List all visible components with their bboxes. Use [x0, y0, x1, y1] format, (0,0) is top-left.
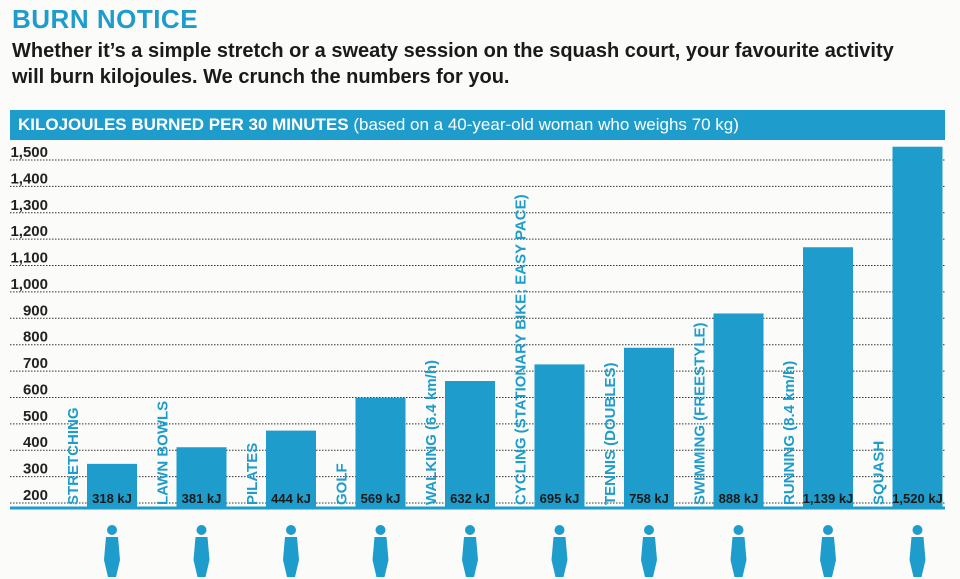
- activity-icon: [644, 525, 654, 535]
- bar: [176, 447, 227, 508]
- activity-icon: [554, 525, 565, 535]
- page-subtitle: Whether it’s a simple stretch or a sweat…: [12, 40, 894, 88]
- activity-icon: [372, 537, 389, 577]
- bar-value-label: 444 kJ: [271, 491, 311, 506]
- bar: [266, 430, 316, 508]
- y-tick-label: 1,300: [10, 197, 48, 214]
- bar: [624, 347, 674, 508]
- bar-value-label: 1,520 kJ: [892, 491, 943, 506]
- chart-title: KILOJOULES BURNED PER 30 MINUTES: [18, 115, 349, 134]
- bar: [445, 381, 495, 508]
- y-tick-label: 700: [23, 355, 48, 372]
- category-label: RUNNING (8.4 km/h): [781, 361, 798, 505]
- category-label: SQUASH: [871, 441, 888, 505]
- page-title: BURN NOTICE: [12, 4, 199, 34]
- category-label: WALKING (6.4 km/h): [423, 360, 440, 505]
- y-tick-label: 200: [23, 487, 48, 504]
- activity-icon: [465, 525, 475, 535]
- activity-icon: [912, 525, 923, 535]
- bar: [713, 313, 764, 508]
- bar-value-label: 758 kJ: [629, 491, 669, 506]
- activity-icon: [730, 537, 747, 577]
- category-label: PILATES: [244, 443, 261, 505]
- activity-icon: [462, 537, 478, 577]
- y-tick-label: 1,000: [10, 276, 48, 293]
- activity-icon: [196, 525, 207, 535]
- category-label: TENNIS (DOUBLES): [602, 362, 619, 505]
- bar-value-label: 381 kJ: [182, 491, 222, 506]
- bar-value-label: 888 kJ: [719, 491, 759, 506]
- y-tick-label: 1,200: [10, 223, 48, 240]
- bar: [355, 397, 406, 508]
- chart-subtitle: (based on a 40-year-old woman who weighs…: [353, 115, 739, 134]
- y-tick-label: 1,500: [10, 144, 48, 161]
- y-tick-label: 900: [23, 302, 48, 319]
- category-label: STRETCHING: [65, 408, 82, 506]
- category-label: GOLF: [334, 463, 351, 505]
- activity-icon: [193, 537, 210, 577]
- category-label: SWIMMING (FREESTYLE): [692, 323, 709, 506]
- bar-value-label: 632 kJ: [450, 491, 490, 506]
- bar: [87, 463, 137, 508]
- category-label: LAWN BOWLS: [155, 401, 172, 505]
- bar-value-label: 695 kJ: [540, 491, 580, 506]
- activity-icon: [375, 525, 386, 535]
- y-tick-label: 800: [23, 329, 48, 346]
- y-tick-label: 1,400: [10, 170, 48, 187]
- y-tick-label: 300: [23, 461, 48, 478]
- bar: [803, 247, 853, 508]
- bar-value-label: 1,139 kJ: [803, 491, 854, 506]
- y-tick-label: 600: [23, 381, 48, 398]
- bar: [892, 146, 943, 508]
- activity-icon: [107, 525, 117, 535]
- chart-title-banner: KILOJOULES BURNED PER 30 MINUTES (based …: [10, 110, 945, 140]
- activity-icon: [104, 537, 120, 577]
- y-tick-label: 1,100: [10, 250, 48, 267]
- bar-value-label: 569 kJ: [361, 491, 401, 506]
- activity-icon: [286, 525, 296, 535]
- bar-value-label: 318 kJ: [92, 491, 132, 506]
- activity-icon: [820, 537, 836, 577]
- activity-icon: [283, 537, 299, 577]
- category-label: CYCLING (STATIONARY BIKE; EASY PACE): [513, 194, 530, 505]
- y-tick-label: 400: [23, 434, 48, 451]
- bar: [534, 364, 585, 508]
- activity-icon: [733, 525, 744, 535]
- activity-icon: [641, 537, 657, 577]
- activity-icon: [909, 537, 926, 577]
- activity-icon: [823, 525, 833, 535]
- activity-icon: [551, 537, 568, 577]
- y-tick-label: 500: [23, 408, 48, 425]
